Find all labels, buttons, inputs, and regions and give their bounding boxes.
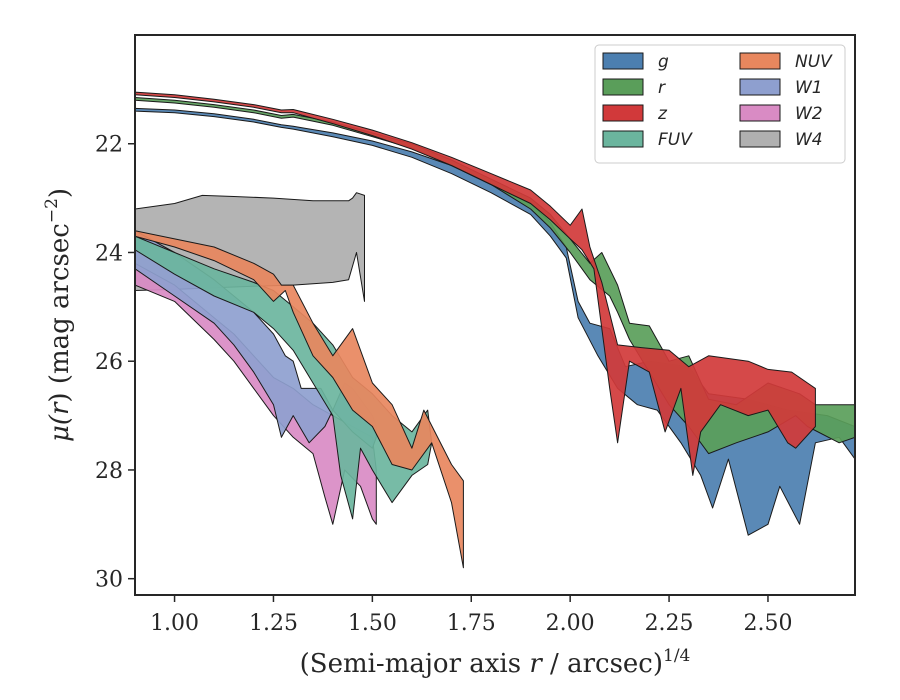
plot-frame	[134, 34, 856, 596]
legend-label-r: r	[658, 78, 666, 98]
legend-label-w1: W1	[795, 78, 823, 98]
y-tick-label: 22	[95, 133, 123, 158]
legend-swatch-nuv	[739, 52, 781, 70]
x-tick-label: 1.50	[348, 611, 397, 636]
x-tick-label: 1.25	[249, 611, 298, 636]
series-band-z	[135, 91, 816, 476]
legend-label-g: g	[658, 52, 669, 72]
legend-box	[594, 44, 846, 164]
legend-swatch-w1	[739, 78, 781, 96]
y-axis-ticks: 22 24 26 28 30	[95, 133, 135, 593]
y-axis-label: μ(r) (mag arcsec−2)	[42, 188, 75, 442]
x-axis-label: (Semi-major axis r / arcsec)1/4	[300, 646, 691, 679]
x-tick-label: 1.00	[150, 611, 199, 636]
series-layer	[135, 91, 855, 569]
y-tick-label: 30	[95, 568, 123, 593]
series-band-nuv	[135, 230, 464, 569]
x-tick-label: 2.50	[743, 611, 792, 636]
legend-label-w4: W4	[795, 130, 823, 150]
legend-swatch-r	[602, 78, 644, 96]
y-tick-label: 26	[95, 350, 123, 375]
legend: grz FUV NUV W1 W2 W4	[594, 44, 846, 164]
legend-swatch-g	[602, 52, 644, 70]
legend-label-fuv: FUV	[658, 130, 693, 150]
legend-label-nuv: NUV	[795, 52, 833, 72]
x-tick-label: 2.25	[645, 611, 694, 636]
legend-label-w2: W2	[795, 104, 823, 124]
legend-swatch-w2	[739, 104, 781, 122]
x-tick-label: 1.75	[447, 611, 496, 636]
x-axis-ticks: 1.00 1.25 1.50 1.75 2.00 2.25 2.50	[150, 595, 792, 636]
legend-label-z: z	[657, 104, 668, 124]
legend-swatch-fuv	[602, 130, 644, 148]
x-tick-label: 2.00	[546, 611, 595, 636]
legend-swatch-w4	[739, 130, 781, 148]
legend-swatch-z	[602, 104, 644, 122]
y-tick-label: 28	[95, 459, 123, 484]
y-tick-label: 24	[95, 241, 123, 266]
